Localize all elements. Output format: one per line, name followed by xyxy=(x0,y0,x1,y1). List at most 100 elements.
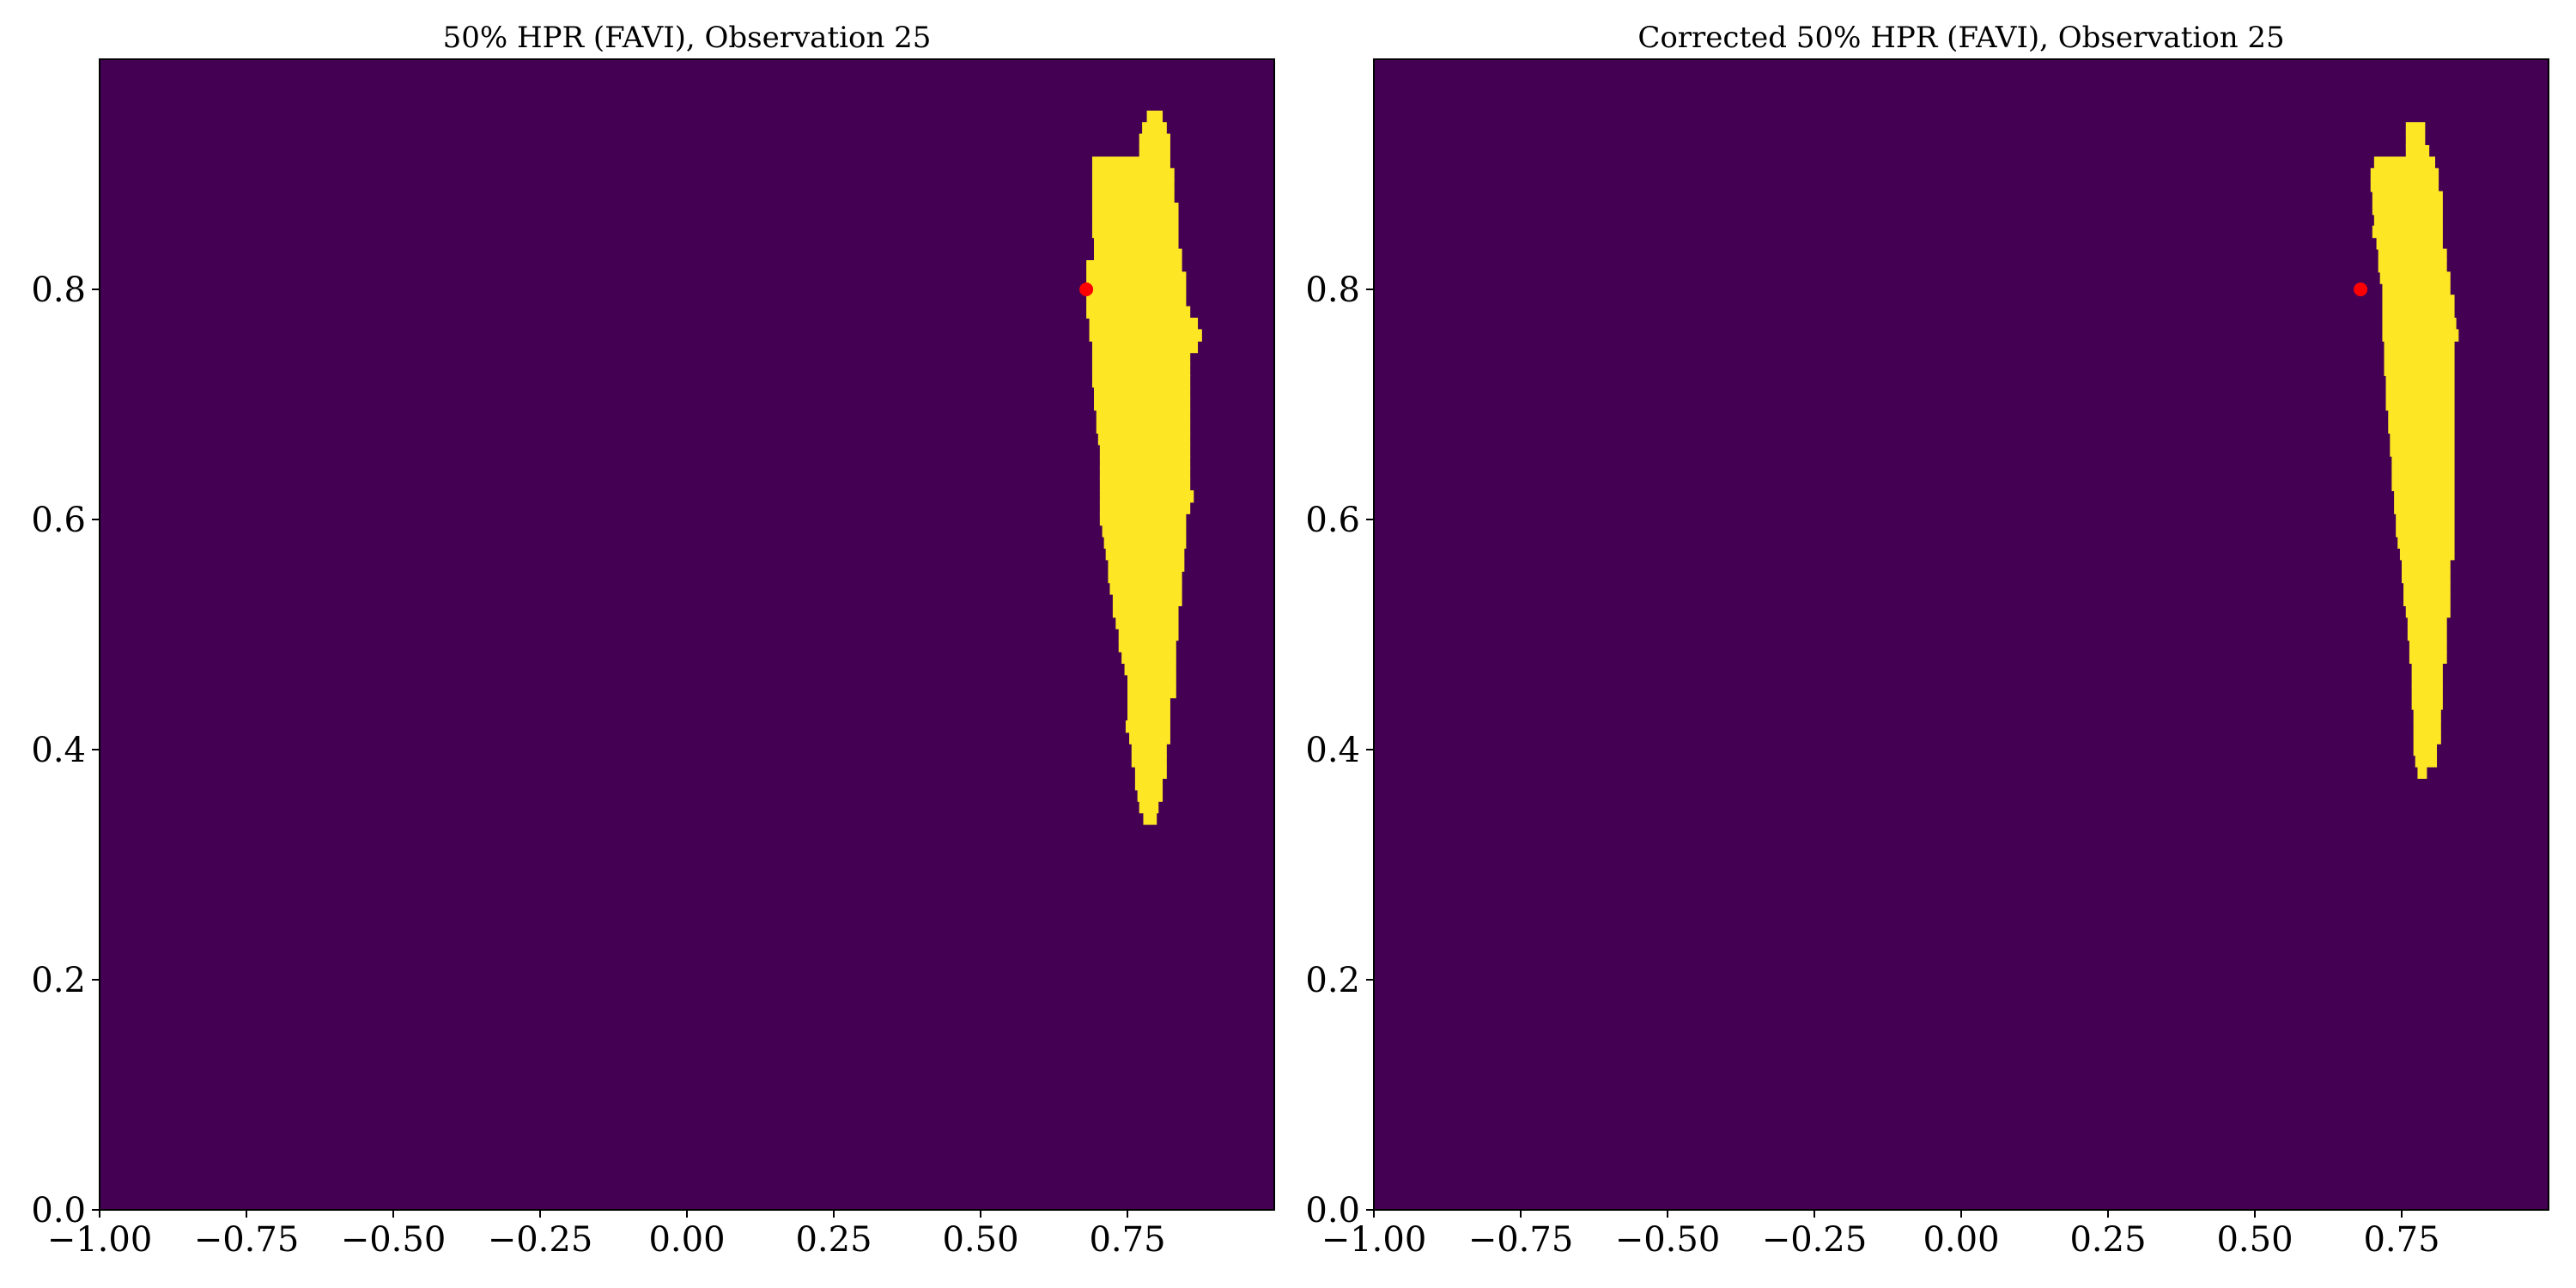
x-tick-label-right-1: −0.75 xyxy=(1468,1220,1574,1260)
region-row-right-2 xyxy=(2405,145,2430,158)
region-row-right-46 xyxy=(2409,651,2447,664)
region-row-left-5 xyxy=(1091,167,1175,181)
region-row-left-15 xyxy=(1086,283,1187,296)
region-row-left-37 xyxy=(1103,536,1187,549)
region-row-left-12 xyxy=(1094,248,1182,261)
region-row-right-18 xyxy=(2382,329,2459,342)
region-row-left-24 xyxy=(1094,386,1191,399)
x-tick-label-right-2: −0.50 xyxy=(1615,1220,1721,1260)
region-row-right-20 xyxy=(2384,352,2455,365)
region-row-right-40 xyxy=(2403,582,2451,595)
region-row-right-26 xyxy=(2388,421,2455,434)
x-tick-label-right-7: 0.75 xyxy=(2363,1220,2439,1260)
panel-title-left: 50% HPR (FAVI), Observation 25 xyxy=(443,21,932,55)
region-row-right-34 xyxy=(2396,513,2455,526)
panel-left: 50% HPR (FAVI), Observation 25 −1.00 −0.7… xyxy=(31,21,1275,1260)
region-row-left-7 xyxy=(1091,191,1175,204)
region-row-right-9 xyxy=(2372,225,2443,239)
x-tick-label-left-3: −0.25 xyxy=(488,1220,593,1260)
y-tick-label-right-1: 0.2 xyxy=(1305,961,1360,1000)
region-row-left-61 xyxy=(1143,812,1157,825)
region-row-left-25 xyxy=(1094,398,1191,411)
region-row-right-44 xyxy=(2407,628,2447,641)
x-tick-label-left-1: −0.75 xyxy=(194,1220,300,1260)
region-row-left-23 xyxy=(1091,375,1191,388)
y-tick-label-left-0: 0.0 xyxy=(31,1191,86,1230)
region-row-left-20 xyxy=(1091,340,1199,354)
y-axis-left: 0.0 0.2 0.4 0.6 0.8 xyxy=(31,270,100,1230)
region-row-left-1 xyxy=(1142,122,1167,135)
y-tick-label-right-2: 0.4 xyxy=(1305,731,1360,770)
x-tick-label-left-6: 0.50 xyxy=(942,1220,1018,1260)
y-tick-label-right-0: 0.0 xyxy=(1305,1191,1360,1230)
region-row-right-38 xyxy=(2402,559,2451,572)
region-row-left-19 xyxy=(1089,329,1202,342)
region-row-left-10 xyxy=(1091,225,1179,239)
region-row-right-27 xyxy=(2390,433,2455,446)
region-row-left-35 xyxy=(1099,513,1187,526)
y-tick-label-right-3: 0.6 xyxy=(1305,501,1360,540)
observation-point-left xyxy=(1079,283,1094,296)
x-tick-label-right-4: 0.00 xyxy=(1923,1220,1999,1260)
region-row-right-5 xyxy=(2370,179,2439,192)
y-tick-label-left-1: 0.2 xyxy=(31,961,86,1000)
region-row-right-50 xyxy=(2411,697,2443,710)
x-tick-label-right-0: −1.00 xyxy=(1321,1220,1427,1260)
region-row-left-48 xyxy=(1124,663,1176,676)
region-row-left-60 xyxy=(1139,800,1159,814)
region-row-right-33 xyxy=(2394,501,2455,514)
region-row-right-12 xyxy=(2378,260,2447,273)
region-row-left-11 xyxy=(1094,237,1179,250)
region-row-right-14 xyxy=(2382,283,2451,296)
y-tick-label-left-3: 0.6 xyxy=(31,501,86,540)
region-row-left-53 xyxy=(1125,720,1170,733)
y-tick-label-right-4: 0.8 xyxy=(1305,270,1360,310)
region-row-right-39 xyxy=(2402,570,2451,584)
region-row-left-0 xyxy=(1146,110,1163,124)
x-tick-label-left-0: −1.00 xyxy=(47,1220,153,1260)
region-row-left-47 xyxy=(1121,651,1176,664)
region-row-right-30 xyxy=(2391,467,2455,480)
region-row-left-21 xyxy=(1091,352,1191,365)
region-row-right-16 xyxy=(2382,306,2455,319)
region-row-right-47 xyxy=(2411,663,2443,676)
y-tick-label-left-2: 0.4 xyxy=(31,731,86,770)
region-row-left-43 xyxy=(1112,605,1179,618)
region-row-left-4 xyxy=(1091,156,1170,169)
region-row-right-48 xyxy=(2411,674,2443,687)
region-row-right-51 xyxy=(2413,708,2441,721)
region-row-right-43 xyxy=(2407,617,2447,629)
x-tick-label-left-4: 0.00 xyxy=(648,1220,725,1260)
x-axis-right: −1.00 −0.75 −0.50 −0.25 0.00 0.25 0.50 0.75 xyxy=(1321,1210,2440,1260)
region-row-right-25 xyxy=(2388,410,2455,422)
region-row-left-27 xyxy=(1096,421,1191,434)
region-row-left-56 xyxy=(1131,755,1167,768)
region-row-right-52 xyxy=(2413,720,2441,733)
region-row-left-6 xyxy=(1091,179,1175,192)
region-row-right-42 xyxy=(2405,605,2451,618)
hpr-region-right xyxy=(2370,122,2459,779)
region-row-left-54 xyxy=(1129,732,1170,744)
region-row-right-15 xyxy=(2382,295,2455,307)
region-row-right-41 xyxy=(2403,593,2451,606)
region-row-left-31 xyxy=(1099,467,1191,480)
region-row-left-58 xyxy=(1134,778,1163,791)
region-row-left-46 xyxy=(1118,640,1176,653)
region-row-left-59 xyxy=(1137,789,1163,802)
region-row-right-28 xyxy=(2390,444,2455,457)
region-row-right-8 xyxy=(2373,214,2443,227)
region-row-left-16 xyxy=(1086,295,1187,307)
region-row-left-45 xyxy=(1118,628,1179,641)
x-tick-label-right-6: 0.50 xyxy=(2216,1220,2293,1260)
region-row-left-9 xyxy=(1091,214,1179,227)
region-row-left-36 xyxy=(1102,525,1187,538)
region-row-left-52 xyxy=(1127,708,1170,721)
region-row-right-29 xyxy=(2391,455,2455,469)
region-row-right-3 xyxy=(2373,156,2435,169)
region-row-left-8 xyxy=(1091,203,1179,216)
region-row-right-23 xyxy=(2385,386,2455,399)
region-row-left-42 xyxy=(1112,593,1182,606)
x-axis-left: −1.00 −0.75 −0.50 −0.25 0.00 0.25 0.50 0.75 xyxy=(47,1210,1166,1260)
region-row-right-19 xyxy=(2384,340,2455,354)
region-row-right-45 xyxy=(2409,640,2447,653)
